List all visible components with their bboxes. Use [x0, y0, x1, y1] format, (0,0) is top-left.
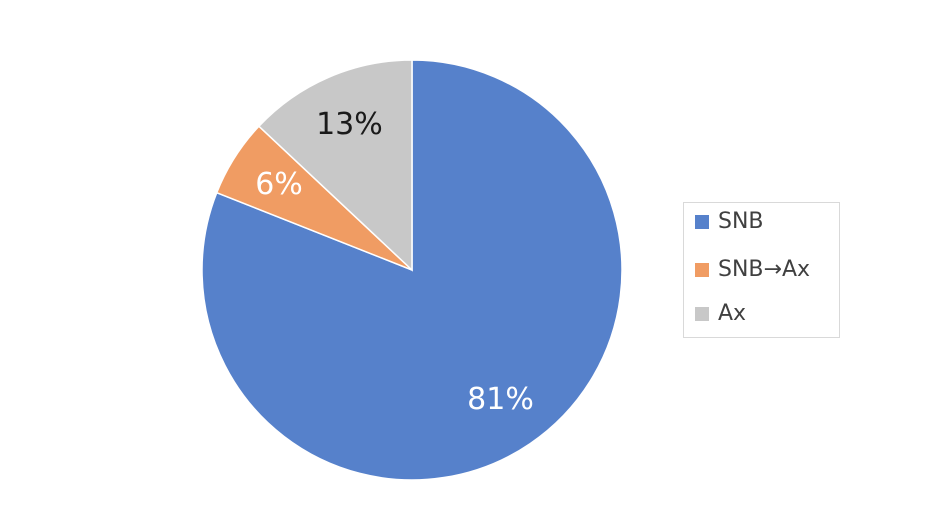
data-label: 13%: [316, 107, 383, 142]
legend-label: Ax: [718, 301, 746, 326]
legend-label: SNB: [718, 209, 764, 234]
legend-swatch: [695, 215, 709, 229]
legend-label: SNB→Ax: [718, 257, 810, 282]
pie-slice: [257, 59, 413, 272]
data-label: 6%: [255, 167, 303, 202]
legend-box: [683, 202, 840, 338]
legend-swatch: [695, 307, 709, 321]
data-label: 81%: [467, 382, 534, 417]
legend-swatch: [695, 263, 709, 277]
